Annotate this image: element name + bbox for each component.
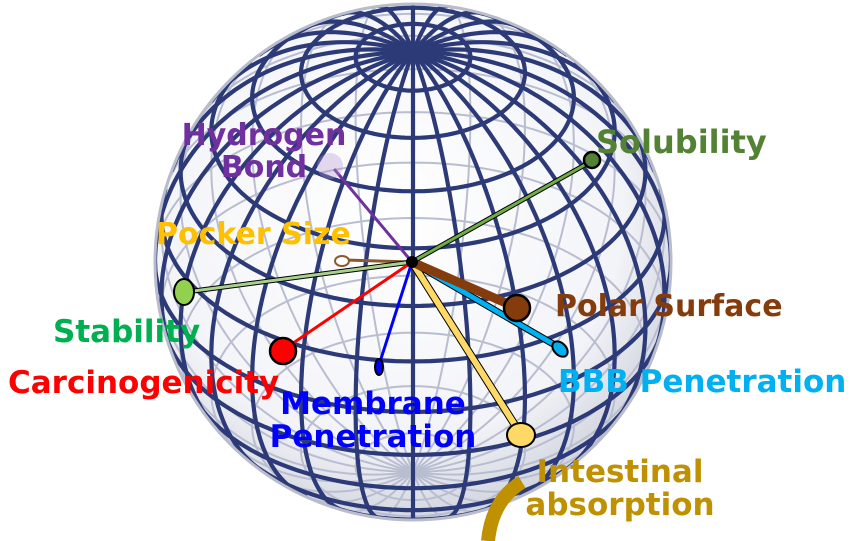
grid-line xyxy=(209,60,617,251)
grid-line-back xyxy=(300,13,414,473)
hydrogen-bond-vector xyxy=(333,168,414,264)
solubility-label: Solubility xyxy=(596,123,767,161)
membrane-penetration-marker xyxy=(374,358,384,376)
grid-line-back xyxy=(347,471,414,513)
decorative-arc xyxy=(481,475,526,541)
pocket-size-label: Pocker Size xyxy=(156,217,351,252)
grid-line-back xyxy=(412,5,472,473)
grid-line xyxy=(249,9,577,194)
grid-line xyxy=(353,49,416,520)
membrane-penetration-label-line1: Membrane xyxy=(280,386,466,422)
intestinal-absorption-label-line1: Intestinal xyxy=(536,454,704,490)
membrane-penetration-vector xyxy=(377,260,414,367)
carcinogenicity-label: Carcinogenicity xyxy=(8,365,280,401)
grid-line xyxy=(299,5,527,140)
grid-line xyxy=(161,327,665,457)
carcinogenicity-marker xyxy=(268,336,298,366)
sphere-rim xyxy=(153,2,673,522)
sphere-grid-lines xyxy=(155,4,671,520)
polar-surface-vector xyxy=(407,257,520,312)
grid-line xyxy=(410,4,449,55)
hydrogen-bond-label-line2: Bond xyxy=(220,149,308,185)
polar-surface-marker xyxy=(502,293,532,323)
grid-line-back xyxy=(412,13,526,473)
grid-line xyxy=(155,259,671,414)
grid-line xyxy=(410,49,473,520)
grid-line xyxy=(410,49,617,475)
solubility-vector xyxy=(410,160,592,264)
intestinal-absorption-label-line2: absorption xyxy=(525,486,715,523)
grid-line-back xyxy=(412,471,479,513)
grid-line xyxy=(377,4,416,55)
stability-label: Stability xyxy=(53,314,201,350)
grid-line xyxy=(209,49,416,475)
bbb-penetration-label: BBB Penetration xyxy=(558,364,847,400)
membrane-penetration-label: Membrane Penetration xyxy=(268,388,478,453)
membrane-penetration-label-line2: Penetration xyxy=(269,418,477,455)
stability-marker xyxy=(173,278,195,306)
hydrogen-bond-marker xyxy=(317,153,343,179)
bbb-penetration-marker xyxy=(551,340,569,358)
grid-line xyxy=(178,49,416,430)
grid-line-back xyxy=(354,5,414,473)
solubility-marker xyxy=(582,150,602,170)
grid-line xyxy=(299,49,416,513)
grid-line xyxy=(159,187,667,364)
origin-point xyxy=(406,256,418,268)
grid-line xyxy=(410,49,648,430)
hydrogen-bond-label-line1: Hydrogen xyxy=(181,118,347,153)
grid-line xyxy=(353,21,473,93)
grid-line-back xyxy=(308,471,414,504)
carcinogenicity-vector xyxy=(281,260,414,352)
stability-vector xyxy=(184,260,414,294)
polar-surface-label: Polar Surface xyxy=(555,289,783,324)
grid-line xyxy=(192,397,634,491)
intestinal-absorption-marker xyxy=(506,422,536,448)
pocket-size-marker xyxy=(334,255,350,267)
intestinal-absorption-label: Intestinal absorption xyxy=(520,456,720,521)
hydrogen-bond-label: Hydrogen Bond xyxy=(168,120,360,183)
intestinal-absorption-vector xyxy=(409,259,523,436)
